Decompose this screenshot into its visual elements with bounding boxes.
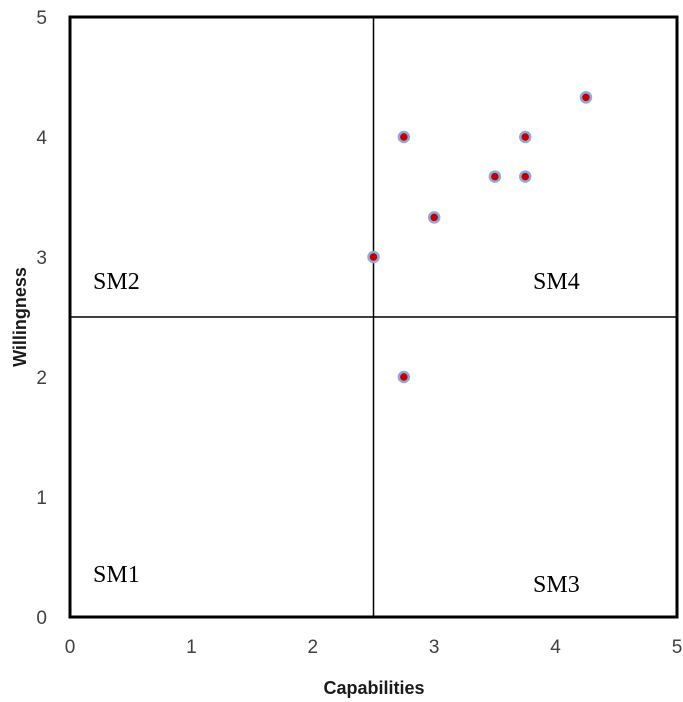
data-point	[519, 130, 532, 144]
data-point	[579, 91, 593, 104]
quadrant-label-sm1: SM1	[93, 562, 140, 588]
data-point	[427, 211, 441, 224]
quadrant-label-sm3: SM3	[533, 572, 580, 598]
y-tick-label: 0	[36, 608, 47, 629]
data-point	[488, 170, 502, 183]
quadrant-label-sm4: SM4	[533, 269, 580, 295]
y-tick-label: 5	[36, 8, 47, 29]
data-point	[519, 170, 532, 183]
quadrant-label-sm2: SM2	[93, 269, 140, 295]
x-axis-title: Capabilities	[323, 678, 424, 698]
y-axis-title: Willingness	[10, 267, 30, 367]
y-tick-label: 2	[36, 368, 47, 389]
y-tick-label: 3	[36, 248, 47, 269]
x-tick-label: 0	[65, 637, 76, 658]
data-point	[397, 370, 411, 384]
data-point	[397, 130, 411, 144]
y-tick-label: 4	[36, 128, 47, 149]
x-tick-label: 2	[308, 637, 319, 658]
x-tick-label: 1	[186, 637, 197, 658]
x-tick-label: 3	[429, 637, 440, 658]
y-tick-label: 1	[36, 488, 47, 509]
x-tick-label: 5	[672, 637, 683, 658]
data-point	[367, 250, 380, 264]
x-tick-label: 4	[550, 637, 561, 658]
